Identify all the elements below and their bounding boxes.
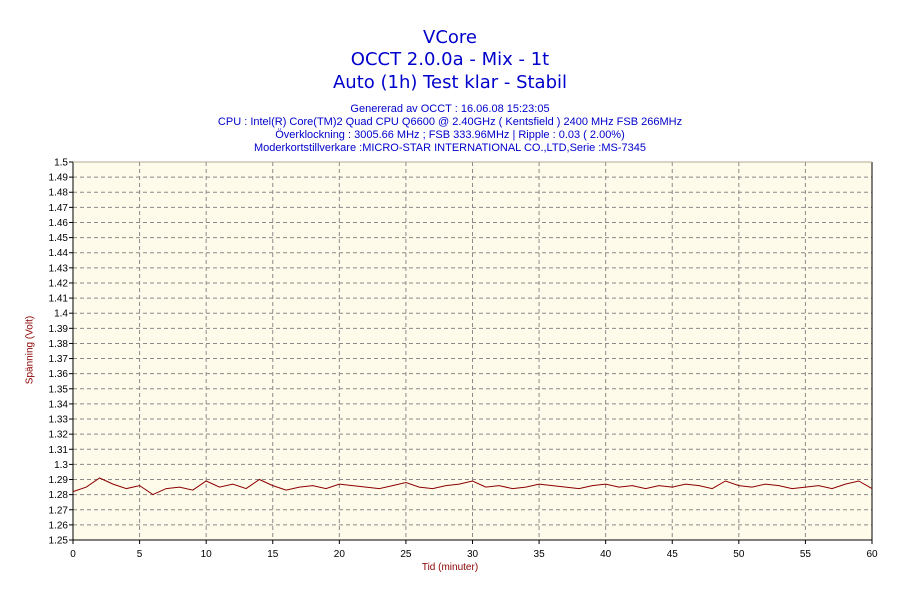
y-tick-label: 1.32	[49, 430, 69, 441]
generated-info: Genererad av OCCT : 16.06.08 15:23:05	[350, 103, 550, 115]
x-tick-label: 45	[667, 549, 679, 560]
x-tick-label: 55	[800, 549, 812, 560]
y-tick-label: 1.34	[49, 399, 69, 410]
y-tick-label: 1.4	[54, 309, 68, 320]
x-tick-label: 35	[534, 549, 546, 560]
y-tick-label: 1.48	[49, 188, 69, 199]
x-tick-label: 50	[733, 549, 745, 560]
y-tick-label: 1.29	[49, 475, 69, 486]
x-tick-label: 5	[137, 549, 143, 560]
y-tick-label: 1.27	[49, 505, 69, 516]
y-tick-label: 1.45	[49, 233, 69, 244]
y-tick-label: 1.26	[49, 520, 69, 531]
chart-title: VCore	[423, 27, 477, 48]
cpu-info: CPU : Intel(R) Core(TM)2 Quad CPU Q6600 …	[217, 116, 683, 128]
x-tick-label: 60	[866, 549, 878, 560]
y-tick-label: 1.39	[49, 324, 69, 335]
y-tick-label: 1.33	[49, 415, 69, 426]
x-axis-label: Tid (minuter)	[421, 562, 479, 573]
y-tick-label: 1.28	[49, 490, 69, 501]
y-axis-ticks: 1.25 1.26 1.27 1.28 1.29 1.3 1.31 1.32 1.33 1.34 1…	[49, 158, 73, 547]
y-tick-label: 1.43	[49, 263, 69, 274]
x-tick-label: 10	[201, 549, 213, 560]
x-tick-label: 20	[334, 549, 346, 560]
y-tick-label: 1.41	[49, 294, 69, 305]
y-tick-label: 1.38	[49, 339, 69, 350]
grid-lines	[73, 162, 872, 540]
x-tick-label: 0	[70, 549, 76, 560]
x-axis-ticks: 0 5 10 15 20 25 30 35 40 45 50 55 60	[70, 540, 878, 560]
y-tick-label: 1.5	[54, 158, 68, 169]
chart-subtitle-status: Auto (1h) Test klar - Stabil	[332, 72, 568, 93]
y-tick-label: 1.44	[49, 248, 69, 259]
x-tick-label: 25	[400, 549, 412, 560]
y-tick-label: 1.46	[49, 218, 69, 229]
y-tick-label: 1.49	[49, 173, 69, 184]
y-tick-label: 1.36	[49, 369, 69, 380]
y-tick-label: 1.37	[49, 354, 69, 365]
y-tick-label: 1.31	[49, 445, 69, 456]
x-tick-label: 15	[267, 549, 279, 560]
chart-subtitle-program: OCCT 2.0.0a - Mix - 1t	[350, 49, 550, 70]
y-tick-label: 1.47	[49, 203, 69, 214]
y-tick-label: 1.3	[54, 460, 68, 471]
y-tick-label: 1.35	[49, 384, 69, 395]
motherboard-info: Moderkortstillverkare :MICRO-STAR INTERN…	[254, 142, 646, 154]
vcore-line	[72, 477, 873, 496]
overclock-info: Överklockning : 3005.66 MHz ; FSB 333.96…	[275, 129, 625, 141]
y-axis-label: Spänning (Volt)	[24, 315, 36, 385]
x-tick-label: 40	[600, 549, 612, 560]
y-tick-label: 1.42	[49, 278, 69, 289]
y-tick-label: 1.25	[49, 536, 69, 547]
x-tick-label: 30	[467, 549, 479, 560]
